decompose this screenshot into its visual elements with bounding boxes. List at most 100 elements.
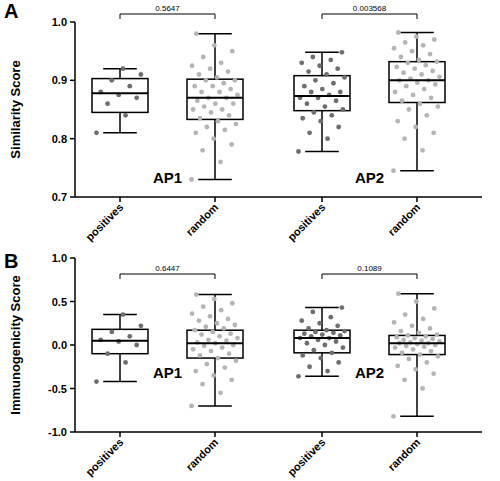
data-point xyxy=(393,90,398,95)
data-point xyxy=(228,331,233,336)
data-point xyxy=(394,65,399,70)
data-point xyxy=(331,330,336,335)
p-value-label: 0.003568 xyxy=(353,4,387,13)
data-point xyxy=(435,104,440,109)
y-tick xyxy=(70,388,75,390)
data-point xyxy=(405,60,410,65)
data-point xyxy=(399,55,404,60)
data-point xyxy=(393,345,398,350)
data-point xyxy=(392,46,397,51)
data-point xyxy=(222,365,227,370)
data-point xyxy=(302,84,307,89)
data-point xyxy=(229,142,234,147)
data-point xyxy=(190,63,195,68)
y-tick-label: -1.0 xyxy=(48,426,67,438)
y-tick xyxy=(70,257,75,259)
whisker-low xyxy=(214,358,216,406)
data-point xyxy=(318,119,323,124)
data-point xyxy=(307,364,312,369)
box xyxy=(92,312,148,384)
data-point xyxy=(199,332,204,337)
data-point xyxy=(420,386,425,391)
data-point xyxy=(208,66,213,71)
data-point xyxy=(221,81,226,86)
data-point xyxy=(226,69,231,74)
data-point xyxy=(300,353,305,358)
comparison-bracket xyxy=(322,274,417,279)
data-point xyxy=(392,320,397,325)
data-point xyxy=(414,299,419,304)
group-label: AP1 xyxy=(153,364,182,381)
group-label: AP2 xyxy=(355,169,384,186)
data-point xyxy=(418,101,423,106)
data-point xyxy=(317,63,322,68)
plot-area xyxy=(92,30,445,182)
cap-max xyxy=(400,293,434,295)
data-point xyxy=(433,82,438,87)
data-point xyxy=(220,345,225,350)
data-point xyxy=(402,136,407,141)
data-point xyxy=(401,70,406,75)
data-point xyxy=(216,356,221,361)
whisker-low xyxy=(416,355,418,417)
data-point xyxy=(421,317,426,322)
median xyxy=(294,337,350,339)
data-point xyxy=(202,104,207,109)
data-point xyxy=(334,98,339,103)
data-point xyxy=(401,337,406,342)
data-point xyxy=(227,113,232,118)
data-point xyxy=(219,60,224,65)
comparison-bracket xyxy=(120,274,215,279)
cap-min xyxy=(400,416,434,418)
y-tick-label: 0.5 xyxy=(52,296,67,308)
data-point xyxy=(191,107,196,112)
data-point xyxy=(109,330,114,335)
median xyxy=(294,95,350,97)
data-point xyxy=(423,63,428,68)
data-point xyxy=(227,351,232,356)
panel: ASimilarity Score0.70.80.91.0positivesra… xyxy=(4,0,482,243)
data-point xyxy=(221,326,226,331)
y-tick xyxy=(70,344,75,346)
data-point xyxy=(328,315,333,320)
data-point xyxy=(105,101,110,106)
data-point xyxy=(310,310,315,315)
data-point xyxy=(201,304,206,309)
data-point xyxy=(396,291,401,296)
cap-min xyxy=(400,170,434,172)
y-axis-line xyxy=(74,22,76,197)
data-point xyxy=(305,341,310,346)
data-point xyxy=(228,87,233,92)
x-tick xyxy=(321,197,323,202)
data-point xyxy=(310,55,315,60)
data-point xyxy=(420,148,425,153)
data-point xyxy=(211,136,216,141)
data-point xyxy=(399,329,404,334)
y-tick-label: 1.0 xyxy=(52,252,67,264)
data-point xyxy=(231,101,236,106)
data-point xyxy=(192,84,197,89)
data-point xyxy=(190,311,195,316)
cap-min xyxy=(198,179,232,181)
data-point xyxy=(325,136,330,141)
data-point xyxy=(197,72,202,77)
data-point xyxy=(209,349,214,354)
data-point xyxy=(300,116,305,121)
data-point xyxy=(134,95,139,100)
data-point xyxy=(197,318,202,323)
data-point xyxy=(194,292,199,297)
x-tick-label: random xyxy=(183,201,220,238)
data-point xyxy=(121,66,126,71)
data-point xyxy=(406,357,411,362)
group-label: AP2 xyxy=(355,364,384,381)
data-point xyxy=(429,95,434,100)
data-point xyxy=(414,34,419,39)
cap-max xyxy=(400,32,434,34)
y-tick-label: -0.5 xyxy=(48,383,67,395)
data-point xyxy=(336,125,341,130)
data-point xyxy=(215,75,220,80)
data-point xyxy=(342,329,347,334)
data-point xyxy=(437,74,442,79)
data-point xyxy=(299,318,304,323)
data-point xyxy=(430,69,435,74)
